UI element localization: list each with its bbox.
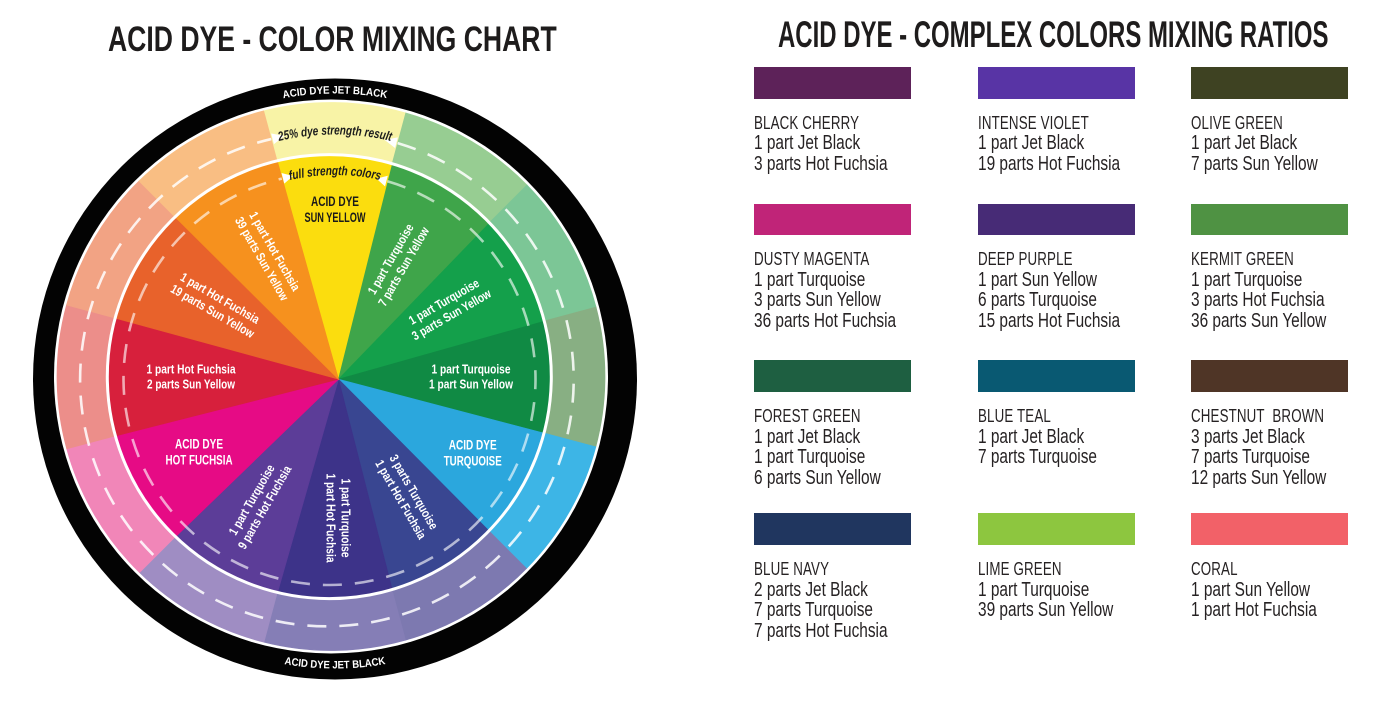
svg-text:ACID DYE: ACID DYE bbox=[175, 437, 223, 452]
svg-text:2 parts Sun Yellow: 2 parts Sun Yellow bbox=[147, 378, 235, 392]
svg-text:TURQUOISE: TURQUOISE bbox=[444, 454, 502, 469]
svg-text:HOT FUCHSIA: HOT FUCHSIA bbox=[166, 453, 233, 468]
svg-text:full strength colors: full strength colors bbox=[287, 163, 382, 183]
svg-text:1 part Hot Fuchsia: 1 part Hot Fuchsia bbox=[324, 474, 338, 564]
svg-text:ACID DYE JET BLACK: ACID DYE JET BLACK bbox=[284, 655, 387, 671]
svg-text:25% dye strength result: 25% dye strength result bbox=[276, 122, 394, 144]
svg-text:1 part Turquoise: 1 part Turquoise bbox=[339, 479, 353, 558]
svg-text:SUN YELLOW: SUN YELLOW bbox=[305, 210, 366, 225]
svg-text:ACID DYE JET BLACK: ACID DYE JET BLACK bbox=[282, 84, 389, 101]
svg-text:1 part Sun Yellow: 1 part Sun Yellow bbox=[429, 378, 513, 392]
svg-text:1 part Turquoise: 1 part Turquoise bbox=[432, 363, 511, 377]
svg-text:1 part Hot Fuchsia: 1 part Hot Fuchsia bbox=[147, 363, 237, 377]
svg-text:ACID DYE: ACID DYE bbox=[449, 438, 497, 453]
svg-text:ACID DYE: ACID DYE bbox=[311, 194, 359, 209]
